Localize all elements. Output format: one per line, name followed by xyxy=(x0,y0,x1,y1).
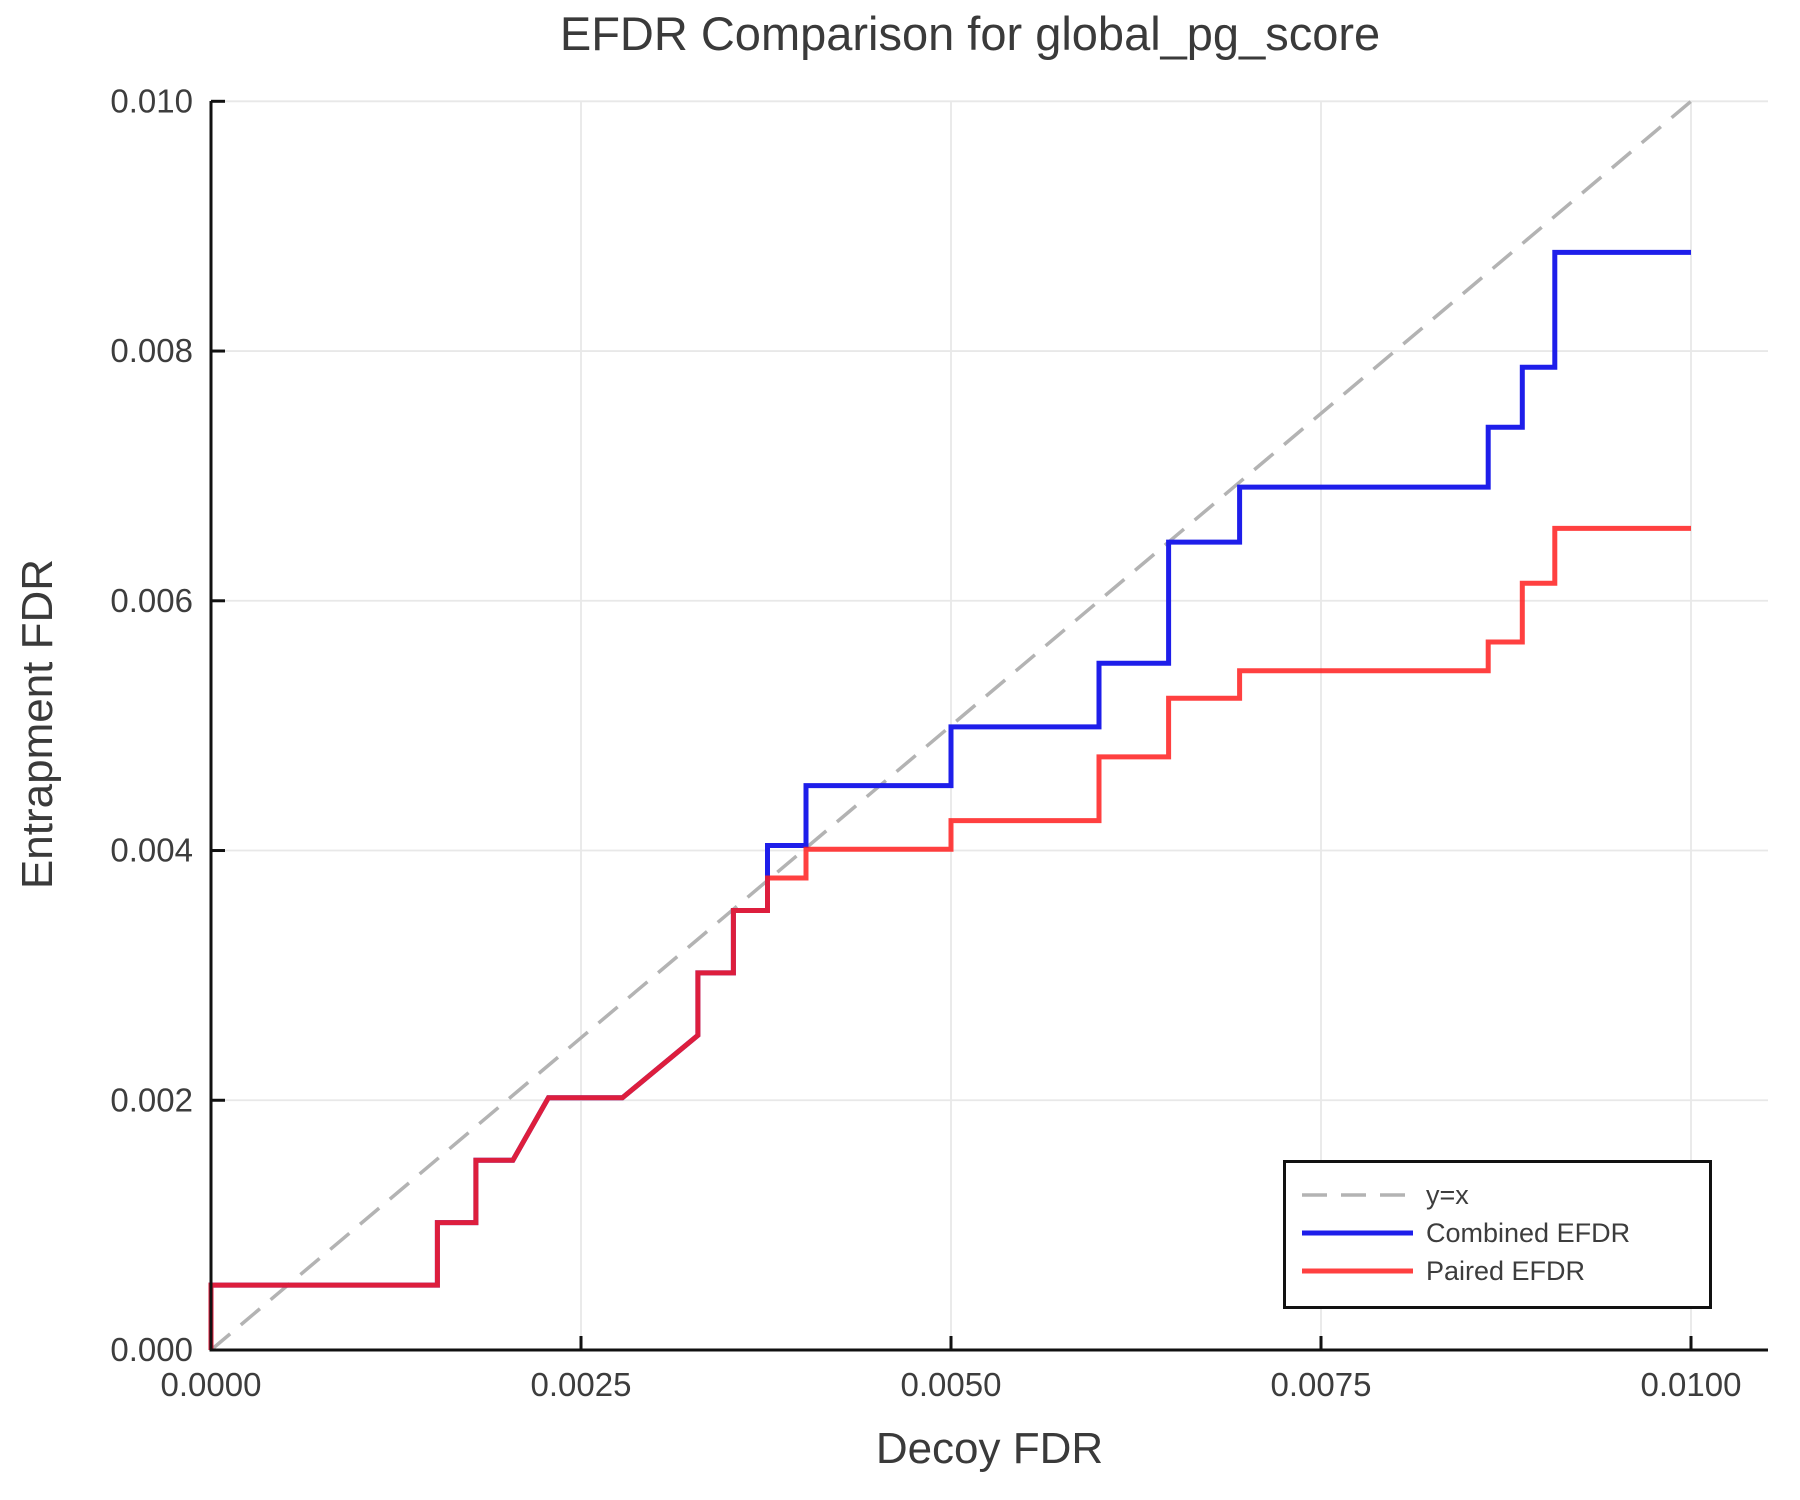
legend-label-combined: Combined EFDR xyxy=(1426,1217,1631,1248)
x-tick-label: 0.0000 xyxy=(161,1366,262,1403)
x-tick-label: 0.0075 xyxy=(1271,1366,1372,1403)
x-tick-label: 0.0050 xyxy=(901,1366,1002,1403)
y-tick-label: 0.008 xyxy=(110,332,193,369)
y-tick-label: 0.004 xyxy=(110,832,193,869)
y-tick-label: 0.010 xyxy=(110,82,193,119)
legend: y=x Combined EFDR Paired EFDR xyxy=(1283,1160,1712,1309)
y-axis-label: Entrapment FDR xyxy=(13,558,62,890)
y-tick-label: 0.002 xyxy=(110,1081,193,1118)
identity-line xyxy=(209,99,1693,1352)
dashed-line-icon xyxy=(1302,1193,1413,1197)
x-axis-label: Decoy FDR xyxy=(875,1424,1104,1473)
red-line-icon xyxy=(1302,1268,1413,1274)
blue-line-icon xyxy=(1302,1230,1413,1236)
legend-row-combined: Combined EFDR xyxy=(1301,1214,1709,1252)
y-tick-label: 0.000 xyxy=(110,1331,193,1368)
legend-row-paired: Paired EFDR xyxy=(1301,1252,1709,1290)
x-tick-label: 0.0025 xyxy=(531,1366,632,1403)
legend-row-yx: y=x xyxy=(1301,1176,1709,1214)
legend-label-yx: y=x xyxy=(1426,1179,1469,1210)
y-tick-label: 0.006 xyxy=(110,582,193,619)
paired-efdr-line xyxy=(208,525,1691,1350)
legend-label-paired: Paired EFDR xyxy=(1426,1255,1586,1286)
x-tick-label: 0.0100 xyxy=(1641,1366,1742,1403)
chart-title: EFDR Comparison for global_pg_score xyxy=(559,7,1381,60)
